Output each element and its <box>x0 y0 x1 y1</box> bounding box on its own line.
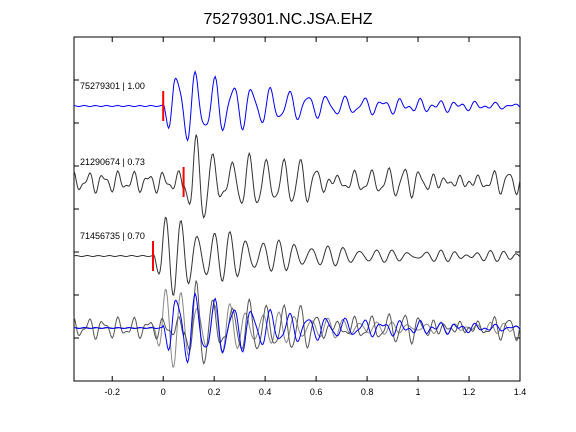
trace-labels: 75279301 | 1.00 21290674 | 0.73 71456735 |… <box>80 81 145 241</box>
trace-label-75279301: 75279301 | 1.00 <box>80 81 145 91</box>
trace-line-21290674 <box>73 134 521 219</box>
axis-ticks: -0.2 0 0.2 0.4 0.6 0.8 1 1.2 1.4 <box>74 36 527 397</box>
x-tick-label: 0.8 <box>361 387 374 397</box>
x-tick-label: 0 <box>161 387 166 397</box>
trace-line-75279301 <box>73 70 521 142</box>
x-tick-label: 0.2 <box>208 387 221 397</box>
pick-markers <box>152 91 185 271</box>
x-tick-label: 0.4 <box>259 387 272 397</box>
overlay-line-75279301 <box>73 292 521 364</box>
trace-label-71456735: 71456735 | 0.70 <box>80 231 145 241</box>
traces-group <box>73 70 521 368</box>
trace-line-71456735 <box>73 216 521 296</box>
x-tick-label: -0.2 <box>104 387 120 397</box>
x-tick-label: 1 <box>416 387 421 397</box>
x-tick-label: 0.6 <box>310 387 323 397</box>
x-tick-label: 1.4 <box>514 387 527 397</box>
chart-title: 75279301.NC.JSA.EHZ <box>204 11 373 28</box>
x-tick-label: 1.2 <box>463 387 476 397</box>
overlay-line-71456735 <box>73 288 521 368</box>
overlay-line-21290674 <box>73 280 521 365</box>
trace-label-21290674: 21290674 | 0.73 <box>80 157 145 167</box>
